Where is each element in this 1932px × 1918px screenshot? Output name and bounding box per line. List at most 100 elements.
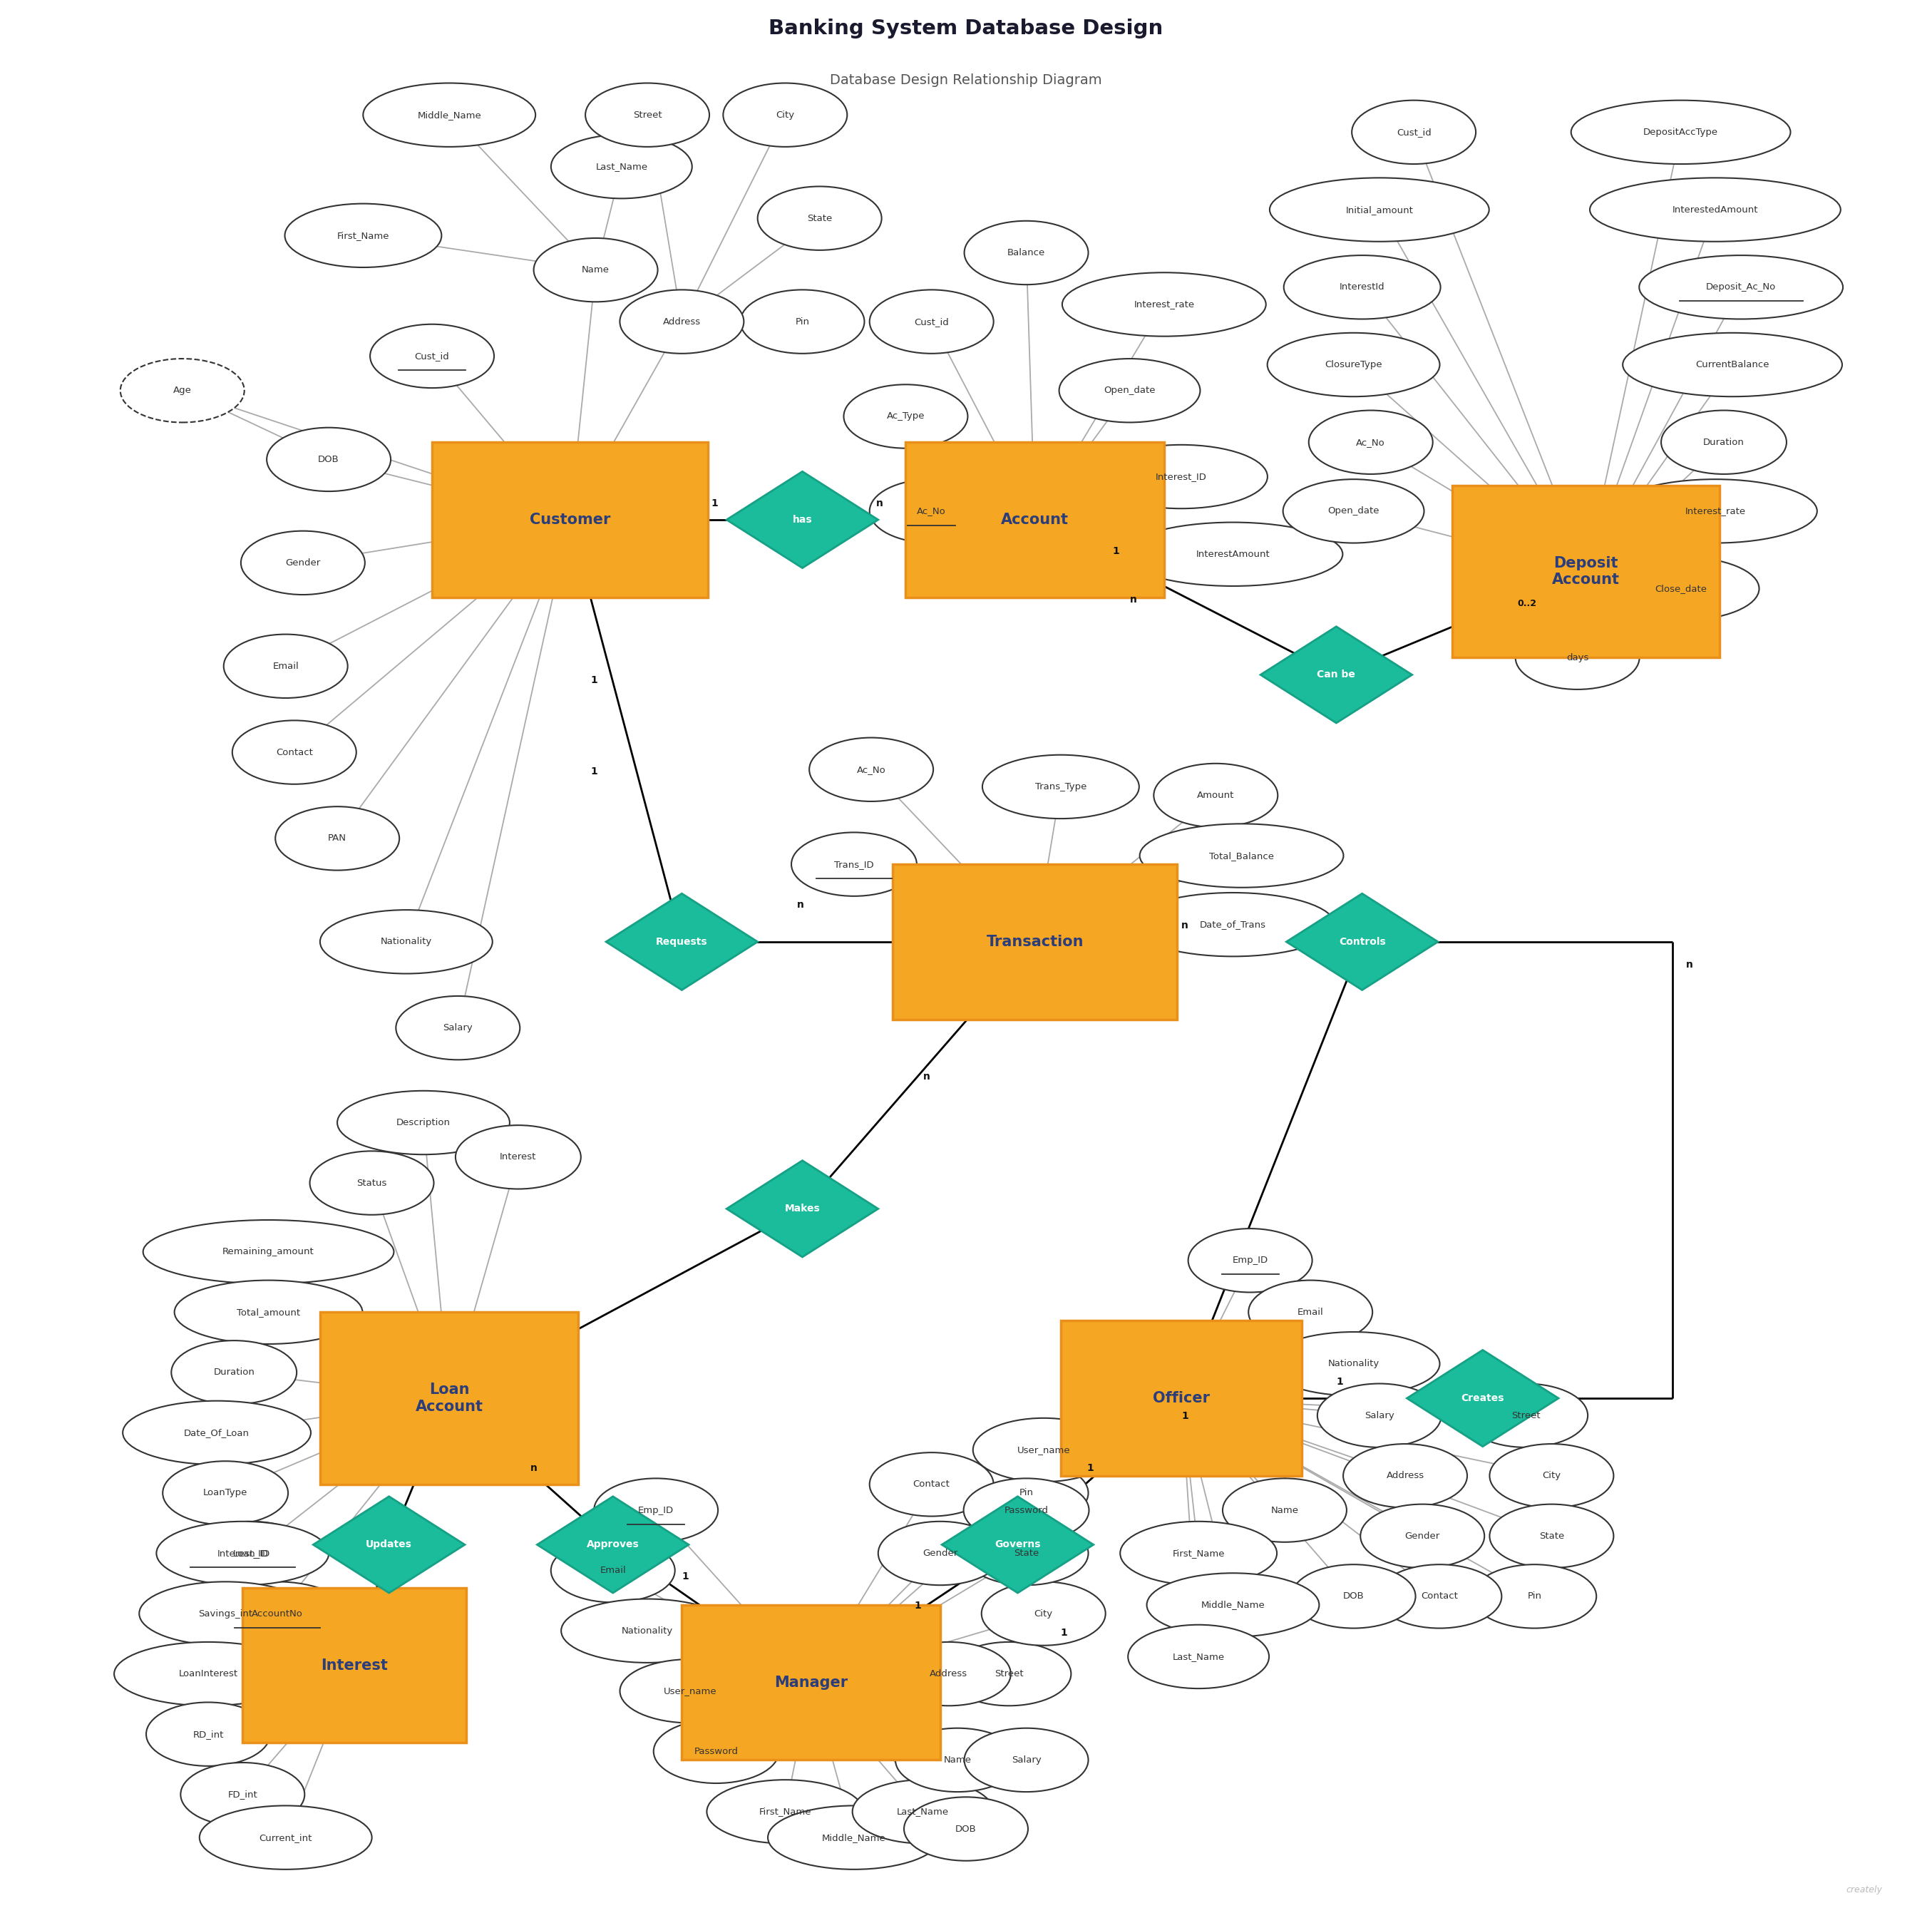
Ellipse shape (620, 290, 744, 353)
Text: Interest_rate: Interest_rate (1685, 506, 1747, 516)
Text: 0..2: 0..2 (1517, 598, 1536, 608)
Text: Salary: Salary (1364, 1412, 1395, 1419)
Text: Officer: Officer (1153, 1391, 1209, 1406)
Ellipse shape (707, 1780, 864, 1843)
Text: Interest: Interest (500, 1153, 537, 1162)
Ellipse shape (1490, 1444, 1613, 1508)
Ellipse shape (1269, 178, 1490, 242)
Text: Initial_amount: Initial_amount (1345, 205, 1412, 215)
Text: Can be: Can be (1318, 669, 1356, 679)
Text: User_name: User_name (665, 1686, 717, 1696)
Text: LoanType: LoanType (203, 1488, 247, 1498)
Text: InterestId: InterestId (1339, 282, 1385, 292)
Ellipse shape (143, 1220, 394, 1283)
Ellipse shape (232, 721, 355, 784)
Ellipse shape (1122, 522, 1343, 587)
Text: Transaction: Transaction (985, 934, 1084, 949)
Text: Account: Account (1001, 512, 1068, 527)
Polygon shape (313, 1496, 466, 1594)
Ellipse shape (792, 832, 918, 896)
Text: 1: 1 (591, 675, 597, 685)
Ellipse shape (869, 480, 993, 543)
Ellipse shape (1662, 410, 1787, 474)
Text: FD_int: FD_int (228, 1789, 257, 1799)
Text: CurrentBalance: CurrentBalance (1696, 361, 1770, 370)
Text: User_name: User_name (1016, 1446, 1070, 1454)
Ellipse shape (1571, 100, 1791, 165)
Ellipse shape (1223, 1479, 1347, 1542)
Text: n: n (798, 900, 804, 909)
Text: Salary: Salary (1010, 1755, 1041, 1765)
Ellipse shape (1130, 892, 1335, 957)
Ellipse shape (1602, 556, 1760, 621)
Text: Loan_ID: Loan_ID (232, 1548, 270, 1557)
Polygon shape (1406, 1350, 1559, 1446)
Ellipse shape (1188, 1229, 1312, 1293)
Text: Date_Of_Loan: Date_Of_Loan (184, 1429, 249, 1437)
Text: Gender: Gender (923, 1548, 958, 1557)
Text: State: State (1540, 1531, 1565, 1540)
Text: n: n (923, 1072, 929, 1082)
Text: 1: 1 (682, 1571, 690, 1580)
Text: Deposit_Ac_No: Deposit_Ac_No (1706, 282, 1776, 292)
Text: Contact: Contact (914, 1481, 951, 1488)
Ellipse shape (1613, 480, 1818, 543)
FancyBboxPatch shape (243, 1588, 466, 1743)
Text: Updates: Updates (365, 1540, 412, 1550)
Text: State: State (1014, 1548, 1039, 1557)
Ellipse shape (456, 1126, 582, 1189)
Text: Address: Address (1387, 1471, 1424, 1481)
Ellipse shape (1267, 334, 1439, 397)
Text: Gender: Gender (286, 558, 321, 568)
Text: Address: Address (663, 316, 701, 326)
Text: City: City (777, 111, 794, 119)
Text: Interest_ID: Interest_ID (216, 1548, 269, 1557)
Ellipse shape (1464, 1383, 1588, 1448)
Text: 1: 1 (1337, 1377, 1343, 1387)
FancyBboxPatch shape (893, 865, 1177, 1018)
Ellipse shape (1515, 625, 1640, 689)
Ellipse shape (338, 1091, 510, 1155)
Ellipse shape (156, 1521, 328, 1584)
Text: Email: Email (272, 662, 299, 671)
Ellipse shape (904, 1797, 1028, 1860)
Text: Last_Name: Last_Name (595, 161, 647, 171)
Text: DepositAccType: DepositAccType (1644, 127, 1718, 136)
Text: LoanInterest: LoanInterest (178, 1669, 238, 1678)
Text: 1: 1 (711, 499, 719, 508)
Text: Ac_Type: Ac_Type (887, 412, 925, 422)
Ellipse shape (199, 1805, 371, 1870)
Text: Interest_rate: Interest_rate (1134, 299, 1194, 309)
Text: Last_Name: Last_Name (896, 1807, 949, 1816)
Text: n: n (1130, 595, 1136, 604)
Ellipse shape (981, 1582, 1105, 1646)
Ellipse shape (1140, 823, 1343, 888)
Text: Duration: Duration (213, 1368, 255, 1377)
Text: Nationality: Nationality (381, 938, 433, 946)
Text: DOB: DOB (956, 1824, 976, 1834)
Ellipse shape (180, 1763, 305, 1826)
Text: Middle_Name: Middle_Name (1202, 1600, 1265, 1609)
Polygon shape (1260, 627, 1412, 723)
Ellipse shape (887, 1642, 1010, 1705)
Text: Trans_Type: Trans_Type (1036, 783, 1086, 792)
Ellipse shape (1095, 445, 1267, 508)
FancyBboxPatch shape (433, 443, 707, 596)
Ellipse shape (139, 1582, 311, 1646)
Ellipse shape (1343, 1444, 1466, 1508)
Ellipse shape (147, 1703, 270, 1766)
Text: Age: Age (174, 386, 191, 395)
Ellipse shape (1638, 255, 1843, 318)
Text: Loan
Account: Loan Account (415, 1383, 483, 1414)
Ellipse shape (964, 1462, 1088, 1525)
Ellipse shape (653, 1720, 779, 1784)
Ellipse shape (1623, 334, 1841, 397)
Ellipse shape (964, 1728, 1088, 1791)
Text: 1: 1 (591, 767, 597, 777)
Text: Savings_int: Savings_int (199, 1609, 253, 1619)
Ellipse shape (895, 1728, 1020, 1791)
Text: RD_int: RD_int (193, 1730, 224, 1740)
Text: Password: Password (1005, 1506, 1049, 1515)
Polygon shape (1287, 894, 1437, 990)
Text: Contact: Contact (1422, 1592, 1459, 1602)
